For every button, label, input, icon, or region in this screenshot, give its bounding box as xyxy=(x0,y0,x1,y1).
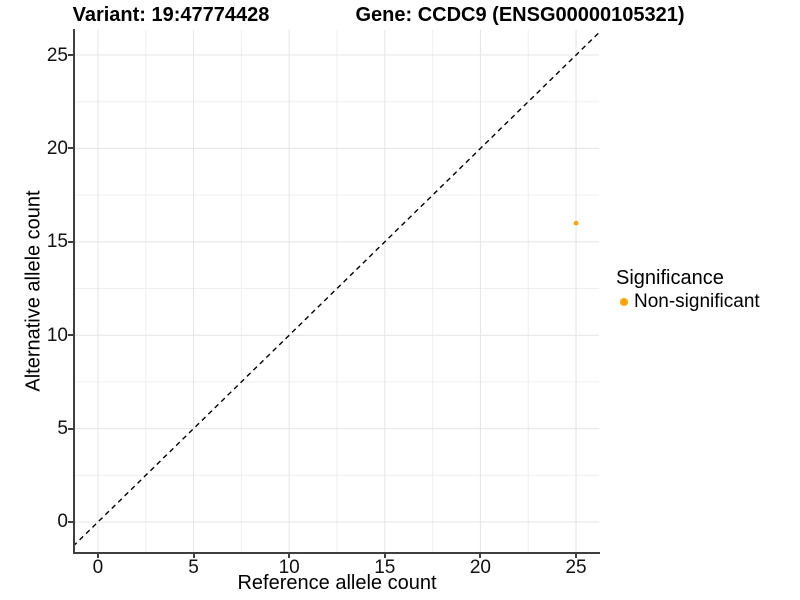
y-axis-title: Alternative allele count xyxy=(22,190,45,392)
data-point xyxy=(573,220,579,226)
x-tick-mark xyxy=(479,553,482,558)
plot-panel xyxy=(75,30,599,553)
variant-title: Variant: 19:47774428 xyxy=(72,4,270,26)
y-tick-mark xyxy=(68,334,73,337)
legend-point-swatch-icon xyxy=(620,298,628,306)
y-tick-label: 5 xyxy=(57,418,68,440)
x-tick-mark xyxy=(383,553,386,558)
y-tick-mark xyxy=(68,520,73,523)
x-tick-label: 10 xyxy=(278,557,300,578)
legend-item: Non-significant xyxy=(616,291,760,313)
y-tick-label: 20 xyxy=(46,137,68,159)
x-tick-label: 25 xyxy=(565,557,587,578)
x-tick-label: 15 xyxy=(374,557,396,578)
x-tick-label: 5 xyxy=(188,557,199,578)
x-tick-mark xyxy=(575,553,578,558)
x-tick-mark xyxy=(288,553,291,558)
y-axis-line xyxy=(73,29,75,554)
legend-label: Non-significant xyxy=(634,291,760,312)
x-tick-label: 20 xyxy=(469,557,491,578)
gene-title: Gene: CCDC9 (ENSG00000105321) xyxy=(355,4,685,26)
x-tick-mark xyxy=(192,553,195,558)
y-tick-mark xyxy=(68,427,73,430)
y-tick-mark xyxy=(68,147,73,150)
y-tick-label: 10 xyxy=(46,324,68,346)
plot-canvas xyxy=(75,30,599,553)
y-tick-label: 25 xyxy=(46,44,68,66)
y-tick-mark xyxy=(68,240,73,243)
y-tick-mark xyxy=(68,54,73,57)
x-axis-title: Reference allele count xyxy=(237,572,437,594)
legend-title: Significance xyxy=(616,267,724,289)
y-tick-label: 15 xyxy=(46,231,68,253)
y-tick-label: 0 xyxy=(57,511,68,533)
identity-line xyxy=(75,31,599,546)
x-tick-label: 0 xyxy=(92,557,104,578)
x-axis-line xyxy=(73,552,600,554)
legend: Significance Non-significant xyxy=(616,267,760,313)
x-tick-mark xyxy=(96,553,99,558)
